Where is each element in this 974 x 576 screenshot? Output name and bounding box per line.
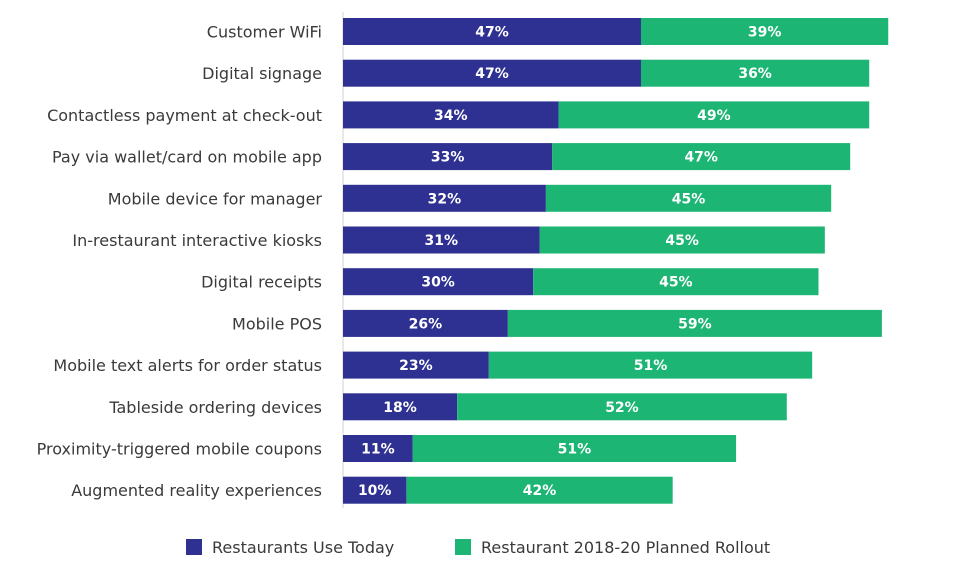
bars-group: Customer WiFi 47% 39% Digital signage 47% 36%… [37, 18, 889, 504]
category-label: Pay via wallet/card on mobile app [52, 148, 322, 167]
bar-use-today [343, 226, 540, 254]
bar-use-today [343, 476, 407, 504]
bar-value-label: 59% [678, 316, 712, 332]
bar-planned-rollout [457, 393, 787, 421]
bar-value-label: 31% [425, 233, 459, 249]
legend-swatch-use-today [186, 539, 202, 555]
bar-value-label: 51% [634, 358, 668, 374]
bar-use-today [343, 143, 553, 171]
bar-use-today [343, 393, 458, 421]
bar-value-label: 47% [475, 66, 509, 82]
bar-use-today [343, 59, 641, 87]
category-label: Mobile POS [232, 314, 322, 333]
category-label: Augmented reality experiences [71, 481, 322, 500]
bar-value-label: 18% [383, 400, 417, 416]
bar-value-label: 23% [399, 358, 433, 374]
bar-value-label: 36% [738, 66, 772, 82]
bar-planned-rollout [406, 476, 673, 504]
bar-planned-rollout [640, 18, 889, 45]
category-label: Digital receipts [201, 273, 322, 292]
bar-planned-rollout [545, 184, 832, 212]
bar-planned-rollout [488, 351, 813, 379]
legend: Restaurants Use Today Restaurant 2018-20… [186, 538, 770, 557]
bar-planned-rollout [507, 309, 882, 337]
bar-use-today [343, 268, 534, 296]
bar-planned-rollout [533, 268, 819, 296]
bar-value-label: 33% [431, 150, 465, 166]
bar-planned-rollout [640, 59, 870, 87]
bar-use-today [343, 184, 546, 212]
legend-label-planned-rollout: Restaurant 2018-20 Planned Rollout [481, 538, 770, 557]
bar-use-today [343, 435, 413, 462]
bar-value-label: 45% [659, 275, 693, 291]
bar-value-label: 32% [428, 191, 462, 207]
category-label: Digital signage [202, 64, 322, 83]
category-label: Customer WiFi [207, 23, 322, 42]
bar-planned-rollout [552, 143, 851, 171]
bar-value-label: 30% [421, 275, 455, 291]
bar-value-label: 45% [672, 191, 706, 207]
bar-use-today [343, 351, 489, 379]
bar-planned-rollout [558, 101, 870, 129]
bar-value-label: 52% [605, 400, 639, 416]
bar-planned-rollout [412, 435, 737, 462]
bar-value-label: 34% [434, 108, 468, 124]
bar-value-label: 51% [558, 442, 592, 458]
bar-value-label: 39% [748, 25, 782, 41]
bar-value-label: 47% [684, 150, 718, 166]
bar-value-label: 47% [475, 25, 509, 41]
bar-value-label: 42% [523, 483, 557, 499]
bar-use-today [343, 309, 508, 337]
bar-use-today [343, 101, 559, 129]
bar-value-label: 26% [409, 316, 443, 332]
bar-value-label: 11% [361, 442, 395, 458]
category-label: In-restaurant interactive kiosks [72, 231, 322, 250]
bar-use-today [343, 18, 641, 45]
bar-value-label: 10% [358, 483, 392, 499]
legend-label-use-today: Restaurants Use Today [212, 538, 394, 557]
category-label: Mobile device for manager [108, 189, 323, 208]
category-label: Proximity-triggered mobile coupons [37, 440, 322, 459]
category-label: Contactless payment at check-out [47, 106, 322, 125]
legend-swatch-planned-rollout [455, 539, 471, 555]
bar-value-label: 45% [665, 233, 699, 249]
category-label: Tableside ordering devices [108, 398, 322, 417]
bar-planned-rollout [539, 226, 825, 254]
bar-value-label: 49% [697, 108, 731, 124]
category-label: Mobile text alerts for order status [53, 356, 322, 375]
